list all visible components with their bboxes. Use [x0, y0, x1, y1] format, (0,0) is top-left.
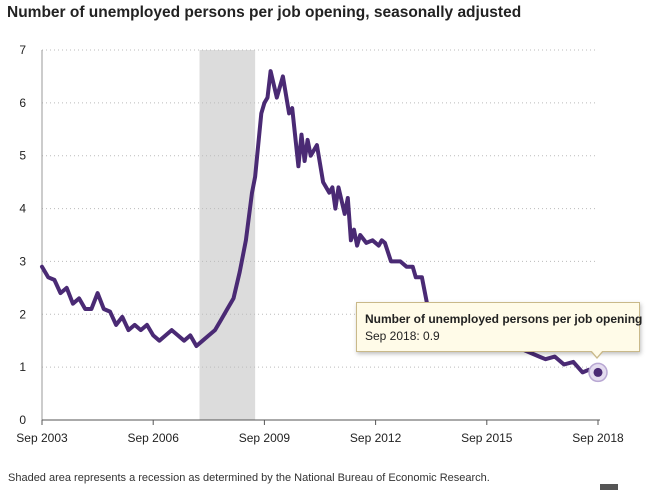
tooltip-title: Number of unemployed persons per job ope… — [365, 312, 643, 326]
x-tick-label: Sep 2003 — [16, 431, 68, 445]
y-tick-label: 7 — [19, 43, 26, 57]
tooltip-value: Sep 2018: 0.9 — [365, 329, 440, 343]
y-tick-label: 2 — [19, 307, 26, 321]
x-tick-label: Sep 2006 — [128, 431, 180, 445]
x-tick-label: Sep 2009 — [239, 431, 291, 445]
tooltip-pointer-fill — [591, 350, 603, 357]
y-tick-label: 1 — [19, 360, 26, 374]
y-tick-label: 5 — [19, 149, 26, 163]
chart-title: Number of unemployed persons per job ope… — [7, 4, 522, 21]
y-tick-label: 3 — [19, 254, 26, 268]
series-line — [40, 69, 600, 375]
scroll-indicator — [600, 484, 618, 490]
highlight-point — [593, 367, 603, 377]
data-tooltip: Number of unemployed persons per job ope… — [356, 302, 643, 352]
x-tick-label: Sep 2012 — [350, 431, 402, 445]
x-tick-label: Sep 2015 — [461, 431, 513, 445]
y-tick-label: 0 — [19, 413, 26, 427]
y-tick-label: 4 — [19, 202, 26, 216]
x-tick-label: Sep 2018 — [572, 431, 624, 445]
recession-footnote: Shaded area represents a recession as de… — [8, 472, 490, 484]
y-tick-label: 6 — [19, 96, 26, 110]
